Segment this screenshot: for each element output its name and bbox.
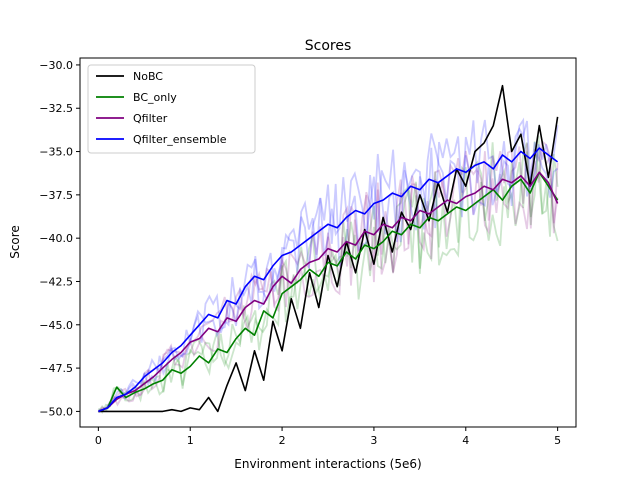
chart-title: Scores [305,38,352,54]
x-tick-label: 0 [95,434,102,447]
x-tick-label: 4 [462,434,469,447]
y-tick-label: −30.0 [39,59,73,72]
legend-frame [87,64,256,154]
y-tick-label: −47.5 [39,362,73,375]
y-tick-label: −42.5 [39,275,73,288]
legend-label-qfilter: Qfilter [133,112,168,125]
x-axis-ticks: 0 1 2 3 4 5 [95,427,561,447]
y-tick-label: −50.0 [39,405,73,418]
series-line-qfilter [98,171,559,413]
legend-label-bc_only: BC_only [133,91,177,104]
y-tick-label: −32.5 [39,102,73,115]
y-axis-ticks: −50.0 −47.5 −45.0 −42.5 −40.0 −37.5 −35.0 −32.5… [39,59,80,418]
plot-area [79,57,577,428]
variance-traces [97,117,559,414]
x-tick-label: 3 [370,434,377,447]
y-tick-label: −35.0 [39,146,73,159]
x-tick-label: 2 [279,434,286,447]
variance-trace-bc_only [97,141,559,414]
variance-trace-qfilter [97,139,559,413]
variance-trace-qfilter_ensemble [98,120,559,412]
x-axis-label: Environment interactions (5e6) [234,457,421,471]
y-axis-label: Score [8,225,22,259]
y-tick-label: −45.0 [39,319,73,332]
series-line-qfilter_ensemble [98,147,559,413]
variance-trace-qfilter_ensemble [98,117,559,413]
variance-trace-qfilter [97,143,559,413]
y-tick-label: −40.0 [39,232,73,245]
variance-trace-bc_only [97,135,559,413]
legend-label-nobc: NoBC [133,70,163,83]
legend: NoBC BC_only Qfilter Qfilter_ensemble [87,64,256,154]
x-tick-label: 1 [187,434,194,447]
legend-label-qfilter_ensemble: Qfilter_ensemble [133,133,227,146]
series-line-bc_only [98,171,559,413]
y-tick-label: −37.5 [39,189,73,202]
series-lines [98,84,559,413]
x-tick-label: 5 [554,434,561,447]
